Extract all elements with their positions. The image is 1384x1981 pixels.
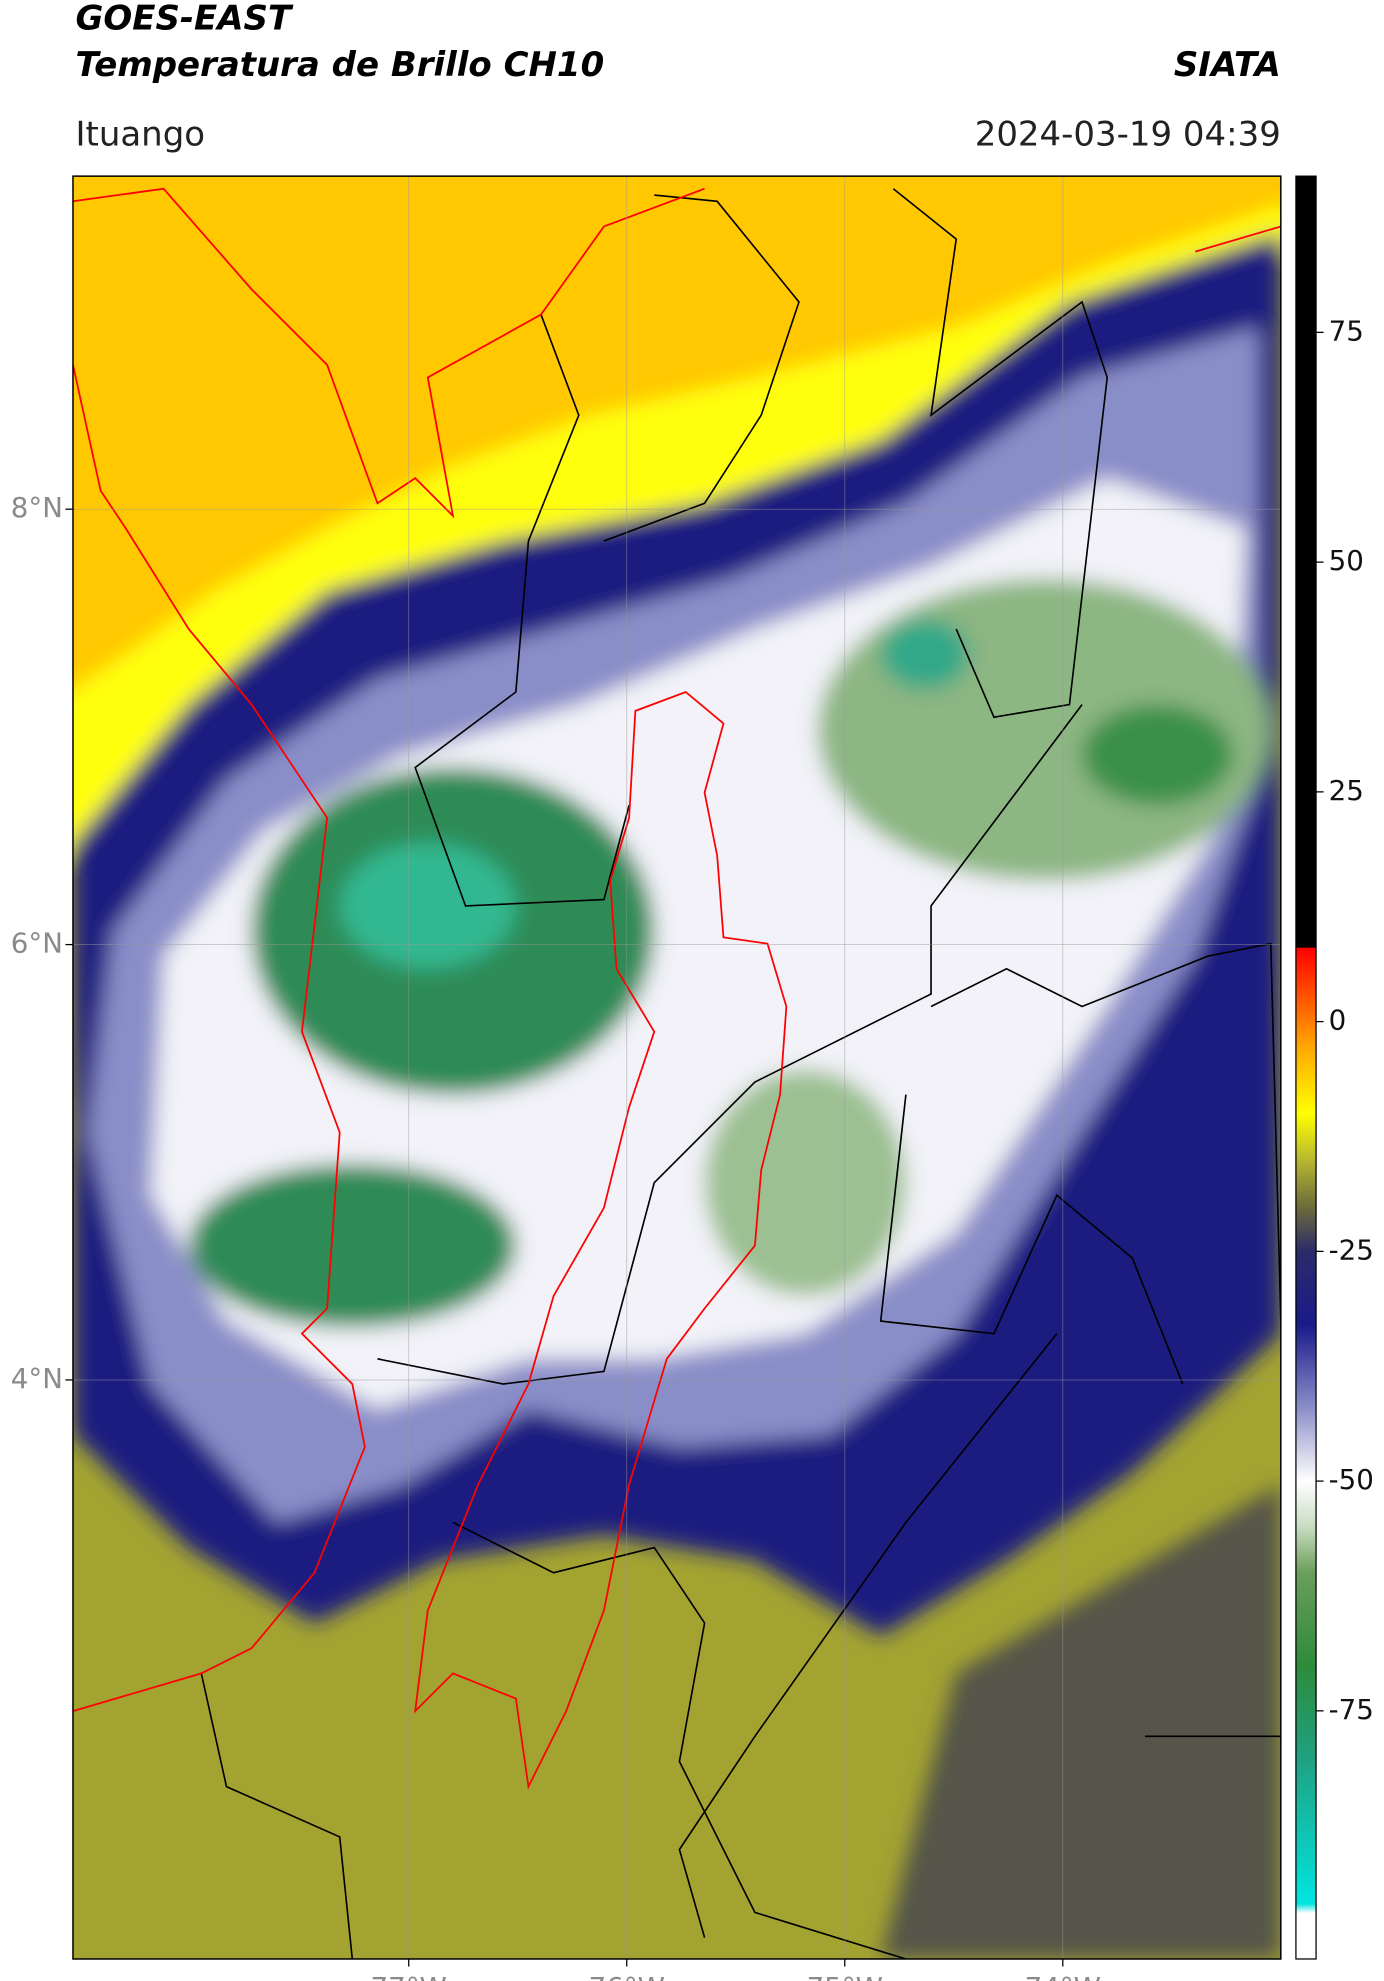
colorbar-tick-label: 0 [1329, 1004, 1347, 1037]
coastline [1195, 225, 1281, 253]
green-core [1082, 704, 1234, 806]
lon-tick-label: 76°W [589, 1971, 665, 1981]
border [892, 188, 1109, 719]
colorbar-tick-label: -50 [1329, 1463, 1374, 1496]
border [377, 704, 1083, 1385]
teal-core [880, 619, 969, 690]
colorbar-tick-label: 75 [1329, 314, 1364, 347]
region-outline [414, 690, 788, 1790]
axis-ticks: 8°N 6°N 4°N 77°W 76°W 75°W 74°W [11, 491, 1101, 1981]
colorbar-tick-label: 25 [1329, 774, 1364, 807]
coastline [72, 187, 705, 519]
orange-region [72, 176, 1281, 690]
borders [200, 188, 1281, 1959]
title: GOES-EAST [75, 0, 293, 39]
lat-tick-label: 8°N [11, 491, 63, 524]
colorbar-tick-label: -25 [1329, 1233, 1374, 1266]
green-region [704, 1069, 906, 1296]
dark-region [880, 1484, 1281, 1959]
colorbar-tick-label: -75 [1329, 1693, 1374, 1726]
colorbar-tick-label: 50 [1329, 544, 1364, 577]
map-image [72, 176, 1281, 1959]
green-region [188, 1163, 516, 1328]
source: SIATA [1174, 45, 1281, 85]
red-borders [72, 187, 1281, 1790]
lat-tick-label: 4°N [11, 1362, 63, 1395]
border [414, 314, 630, 907]
subtitle: Temperatura de Brillo CH10 [75, 45, 604, 85]
lon-tick-label: 77°W [371, 1971, 447, 1981]
lon-tick-label: 74°W [1025, 1971, 1101, 1981]
border [879, 1094, 1184, 1385]
cloud-field [72, 176, 1281, 1959]
border [200, 1673, 354, 1959]
location: Ituango [75, 114, 205, 154]
coastline [72, 364, 366, 1712]
border [930, 942, 1281, 1322]
colorbar-ticks: 75 50 25 0 -25 -50 -75 [1316, 314, 1374, 1726]
colorbar [1295, 175, 1317, 1960]
lat-tick-label: 6°N [11, 927, 63, 960]
border [678, 1333, 1058, 1938]
lon-tick-label: 75°W [807, 1971, 883, 1981]
map-frame [72, 175, 1282, 1960]
datetime: 2024-03-19 04:39 [975, 114, 1281, 154]
teal-core [339, 842, 516, 969]
border [452, 1521, 907, 1959]
grid [72, 176, 1281, 1959]
